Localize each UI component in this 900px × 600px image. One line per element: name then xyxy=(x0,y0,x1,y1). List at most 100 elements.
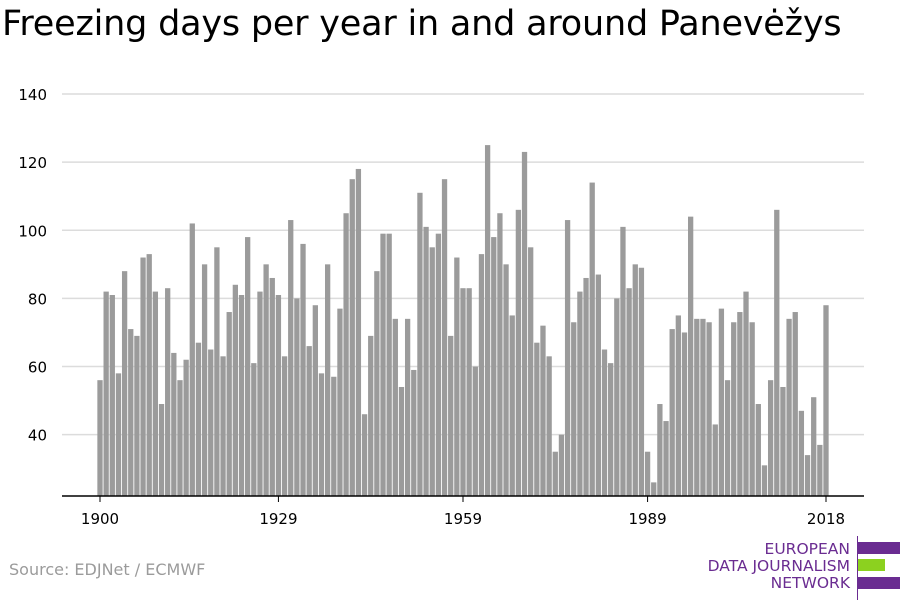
bar-1922 xyxy=(232,284,239,496)
bar-1927 xyxy=(263,264,269,496)
bar-1936 xyxy=(318,373,325,496)
bar-1949 xyxy=(398,386,405,496)
bar-2011 xyxy=(780,386,786,496)
bar-1915 xyxy=(189,223,195,496)
bar-1977 xyxy=(571,322,577,496)
bar-1985 xyxy=(620,226,626,496)
bar-1983 xyxy=(608,363,614,496)
bar-1939 xyxy=(337,308,343,496)
bar-1992 xyxy=(663,421,669,496)
logo-bar-3 xyxy=(858,577,900,589)
bar-1905 xyxy=(128,329,134,496)
bar-1926 xyxy=(257,291,263,496)
source-note: Source: EDJNet / ECMWF xyxy=(9,560,206,579)
bar-1919 xyxy=(214,247,220,496)
bar-1989 xyxy=(644,451,651,496)
x-tick-label: 2018 xyxy=(807,510,845,528)
bar-1947 xyxy=(386,233,392,496)
x-tick-label: 1929 xyxy=(259,510,297,528)
bar-2007 xyxy=(755,404,761,496)
x-tick-label: 1989 xyxy=(628,510,666,528)
bar-1984 xyxy=(614,298,620,496)
bar-1957 xyxy=(448,335,454,496)
bar-1980 xyxy=(589,182,595,496)
bar-1900 xyxy=(97,380,103,496)
bar-1901 xyxy=(103,291,109,496)
logo-divider xyxy=(857,536,858,600)
bar-1940 xyxy=(343,213,349,496)
bar-1978 xyxy=(577,291,583,496)
bar-1908 xyxy=(146,254,152,496)
bar-1929 xyxy=(275,295,282,496)
bar-1917 xyxy=(201,264,208,496)
bar-1921 xyxy=(226,312,232,496)
bar-1993 xyxy=(669,329,675,496)
bar-1955 xyxy=(435,233,442,496)
bar-1923 xyxy=(238,295,245,496)
y-tick-label: 140 xyxy=(18,86,47,104)
bar-1942 xyxy=(355,168,362,496)
bar-1991 xyxy=(657,404,663,496)
bar-2015 xyxy=(804,455,811,496)
bar-1941 xyxy=(349,179,355,496)
bar-1960 xyxy=(466,288,472,496)
bar-1990 xyxy=(651,482,657,496)
bar-2012 xyxy=(786,318,792,496)
bar-2001 xyxy=(718,308,725,496)
x-tick-label: 1959 xyxy=(444,510,482,528)
bar-1953 xyxy=(423,226,429,496)
logo-line-1: EUROPEAN xyxy=(764,540,850,558)
bar-2002 xyxy=(724,380,731,496)
bar-1956 xyxy=(441,179,448,496)
bars xyxy=(97,145,829,497)
bar-2008 xyxy=(761,465,768,496)
bar-1967 xyxy=(509,315,515,496)
bar-1911 xyxy=(165,288,171,496)
bar-1952 xyxy=(417,192,423,496)
bar-1935 xyxy=(312,305,318,496)
bar-1913 xyxy=(177,380,183,496)
bar-1951 xyxy=(411,369,417,496)
bar-1964 xyxy=(491,237,497,496)
bar-1912 xyxy=(171,352,177,496)
bar-1982 xyxy=(601,349,608,496)
bar-1916 xyxy=(195,342,202,496)
y-tick-label: 100 xyxy=(18,222,47,240)
y-tick-label: 60 xyxy=(28,359,47,377)
bar-1910 xyxy=(158,404,165,496)
bar-1945 xyxy=(374,271,380,496)
bar-1906 xyxy=(134,335,140,496)
bar-2010 xyxy=(774,209,780,496)
bar-1966 xyxy=(503,264,509,496)
logo-bar-1 xyxy=(858,542,900,554)
bar-1944 xyxy=(368,335,374,496)
bar-1938 xyxy=(331,376,337,496)
bar-1974 xyxy=(552,451,558,496)
bar-1968 xyxy=(515,209,522,496)
bar-1934 xyxy=(306,346,312,496)
edjnet-logo: EUROPEAN DATA JOURNALISM NETWORK xyxy=(700,536,900,600)
bar-1971 xyxy=(534,342,540,496)
bar-1997 xyxy=(694,318,700,496)
bar-1950 xyxy=(404,318,411,496)
logo-line-2: DATA JOURNALISM xyxy=(707,557,850,575)
bar-1930 xyxy=(281,356,288,496)
bar-1909 xyxy=(152,291,159,496)
bar-1981 xyxy=(595,274,602,496)
bar-1965 xyxy=(497,213,503,496)
bar-2016 xyxy=(811,397,817,496)
y-tick-label: 120 xyxy=(18,154,47,172)
bar-1928 xyxy=(269,277,275,496)
y-tick-label: 40 xyxy=(28,427,47,445)
bar-1920 xyxy=(220,356,226,496)
y-axis: 40 60 80 100 120 140 xyxy=(18,86,47,445)
bar-1937 xyxy=(324,264,331,496)
bar-1976 xyxy=(564,220,571,496)
bar-1972 xyxy=(540,325,546,496)
bar-1959 xyxy=(460,288,466,496)
chart-title: Freezing days per year in and around Pan… xyxy=(2,4,842,44)
logo-line-3: NETWORK xyxy=(770,574,850,592)
bar-1973 xyxy=(546,356,552,496)
bar-1999 xyxy=(706,322,712,496)
bar-1986 xyxy=(626,288,632,496)
